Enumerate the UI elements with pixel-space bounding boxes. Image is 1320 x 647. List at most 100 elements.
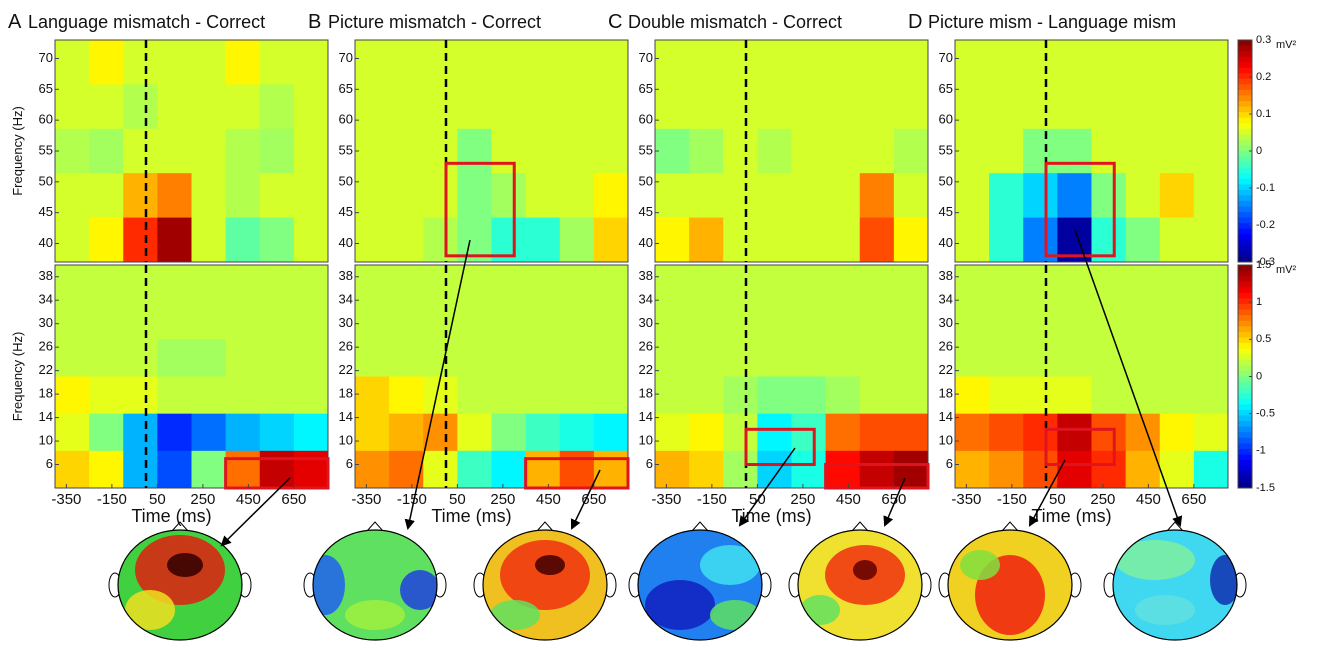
heat-cell bbox=[89, 265, 124, 303]
heat-cell bbox=[593, 265, 629, 303]
heat-cell bbox=[55, 376, 90, 415]
heat-cell bbox=[1023, 265, 1058, 303]
heat-cell bbox=[989, 265, 1024, 303]
heat-cell bbox=[689, 265, 724, 303]
x-tick-label: -350 bbox=[651, 491, 681, 508]
heat-cell bbox=[491, 302, 527, 340]
heat-cell bbox=[259, 173, 295, 219]
heat-cell bbox=[989, 84, 1024, 130]
heat-cell bbox=[157, 413, 192, 452]
colorbar-swatch bbox=[1238, 370, 1252, 377]
x-tick-label: -150 bbox=[97, 491, 127, 508]
heat-cell bbox=[955, 265, 990, 303]
heat-cell bbox=[1193, 450, 1229, 489]
heat-cell bbox=[859, 413, 895, 452]
colorbar-swatch bbox=[1238, 151, 1252, 158]
x-tick-label: 50 bbox=[1049, 491, 1066, 508]
heat-cell bbox=[1193, 376, 1229, 415]
colorbar-swatch bbox=[1238, 167, 1252, 174]
heat-cell bbox=[859, 84, 895, 130]
colorbar-swatch bbox=[1238, 239, 1252, 246]
y-tick-label: 18 bbox=[339, 386, 353, 401]
colorbar-swatch bbox=[1238, 234, 1252, 241]
heat-cell bbox=[1023, 173, 1058, 219]
heat-cell bbox=[389, 376, 424, 415]
y-tick-label: 45 bbox=[639, 204, 653, 219]
heat-cell bbox=[457, 302, 492, 340]
heat-cell bbox=[1057, 128, 1092, 174]
heat-cell bbox=[1091, 376, 1127, 415]
topomap-blob bbox=[960, 550, 1000, 580]
heat-cell bbox=[525, 217, 561, 263]
heat-cell bbox=[457, 84, 492, 130]
colorbar-swatch bbox=[1238, 448, 1252, 456]
heat-cell bbox=[293, 302, 329, 340]
heat-cell bbox=[825, 173, 861, 219]
heat-cell bbox=[593, 376, 629, 415]
colorbar-swatch bbox=[1238, 326, 1252, 333]
colorbar-swatch bbox=[1238, 348, 1252, 355]
head-nose bbox=[366, 521, 384, 532]
heat-cell bbox=[955, 217, 990, 263]
heat-cell bbox=[1091, 413, 1127, 452]
colorbar-tick-label: 0.5 bbox=[1256, 333, 1271, 345]
heat-cell bbox=[259, 413, 295, 452]
colorbar-tick-label: 1 bbox=[1256, 296, 1262, 308]
heat-cell bbox=[457, 339, 492, 377]
x-tick-label: -150 bbox=[397, 491, 427, 508]
y-tick-label: 45 bbox=[339, 204, 353, 219]
heat-cell bbox=[259, 450, 295, 489]
y-tick-label: 30 bbox=[639, 315, 653, 330]
heat-cell bbox=[225, 376, 261, 415]
y-tick-label: 34 bbox=[939, 292, 953, 307]
arrow bbox=[883, 477, 906, 527]
colorbar-swatch bbox=[1238, 95, 1252, 102]
y-tick-label: 55 bbox=[339, 142, 353, 157]
heat-cell bbox=[791, 339, 827, 377]
y-tick-label: 65 bbox=[939, 81, 953, 96]
panel-title: Picture mism - Language mism bbox=[928, 12, 1176, 32]
y-tick-label: 6 bbox=[946, 456, 953, 471]
heat-cell bbox=[525, 40, 561, 85]
highlight-box bbox=[824, 463, 930, 490]
heat-cell bbox=[491, 413, 527, 452]
heat-cell bbox=[757, 128, 792, 174]
colorbar-swatch bbox=[1238, 101, 1252, 108]
colorbar-tick-label: -0.1 bbox=[1256, 182, 1275, 194]
colorbar-swatch bbox=[1238, 139, 1252, 146]
heat-cell bbox=[123, 84, 158, 130]
heat-cell bbox=[893, 265, 929, 303]
y-tick-label: 40 bbox=[339, 235, 353, 250]
heat-cell bbox=[225, 339, 261, 377]
topomap-blob bbox=[853, 560, 877, 580]
heat-cell bbox=[225, 413, 261, 452]
heat-cell bbox=[1193, 84, 1229, 130]
heat-cell bbox=[1159, 376, 1195, 415]
heat-cell bbox=[559, 173, 595, 219]
heat-cell bbox=[191, 339, 227, 377]
colorbar-swatch bbox=[1238, 265, 1252, 272]
heat-cell bbox=[293, 128, 329, 174]
heat-cell bbox=[757, 302, 792, 340]
colorbar-swatch bbox=[1238, 189, 1252, 196]
heat-cell bbox=[55, 217, 90, 263]
x-tick-label: 450 bbox=[1136, 491, 1161, 508]
colorbar-swatch bbox=[1238, 421, 1252, 428]
heat-cell bbox=[1091, 40, 1127, 85]
x-tick-label: 450 bbox=[836, 491, 861, 508]
heat-cell bbox=[157, 173, 192, 219]
colorbar-swatch bbox=[1238, 200, 1252, 207]
arrow bbox=[404, 239, 471, 531]
x-tick-label: -350 bbox=[951, 491, 981, 508]
heat-cell bbox=[89, 84, 124, 130]
heat-cell bbox=[191, 450, 227, 489]
heat-cell bbox=[689, 84, 724, 130]
heat-cell bbox=[1091, 84, 1127, 130]
heat-cell bbox=[893, 339, 929, 377]
colorbar-swatch bbox=[1238, 276, 1252, 283]
heat-cell bbox=[491, 450, 527, 489]
x-tick-label: -150 bbox=[697, 491, 727, 508]
x-tick-label: -350 bbox=[351, 491, 381, 508]
heat-cell bbox=[723, 217, 758, 263]
